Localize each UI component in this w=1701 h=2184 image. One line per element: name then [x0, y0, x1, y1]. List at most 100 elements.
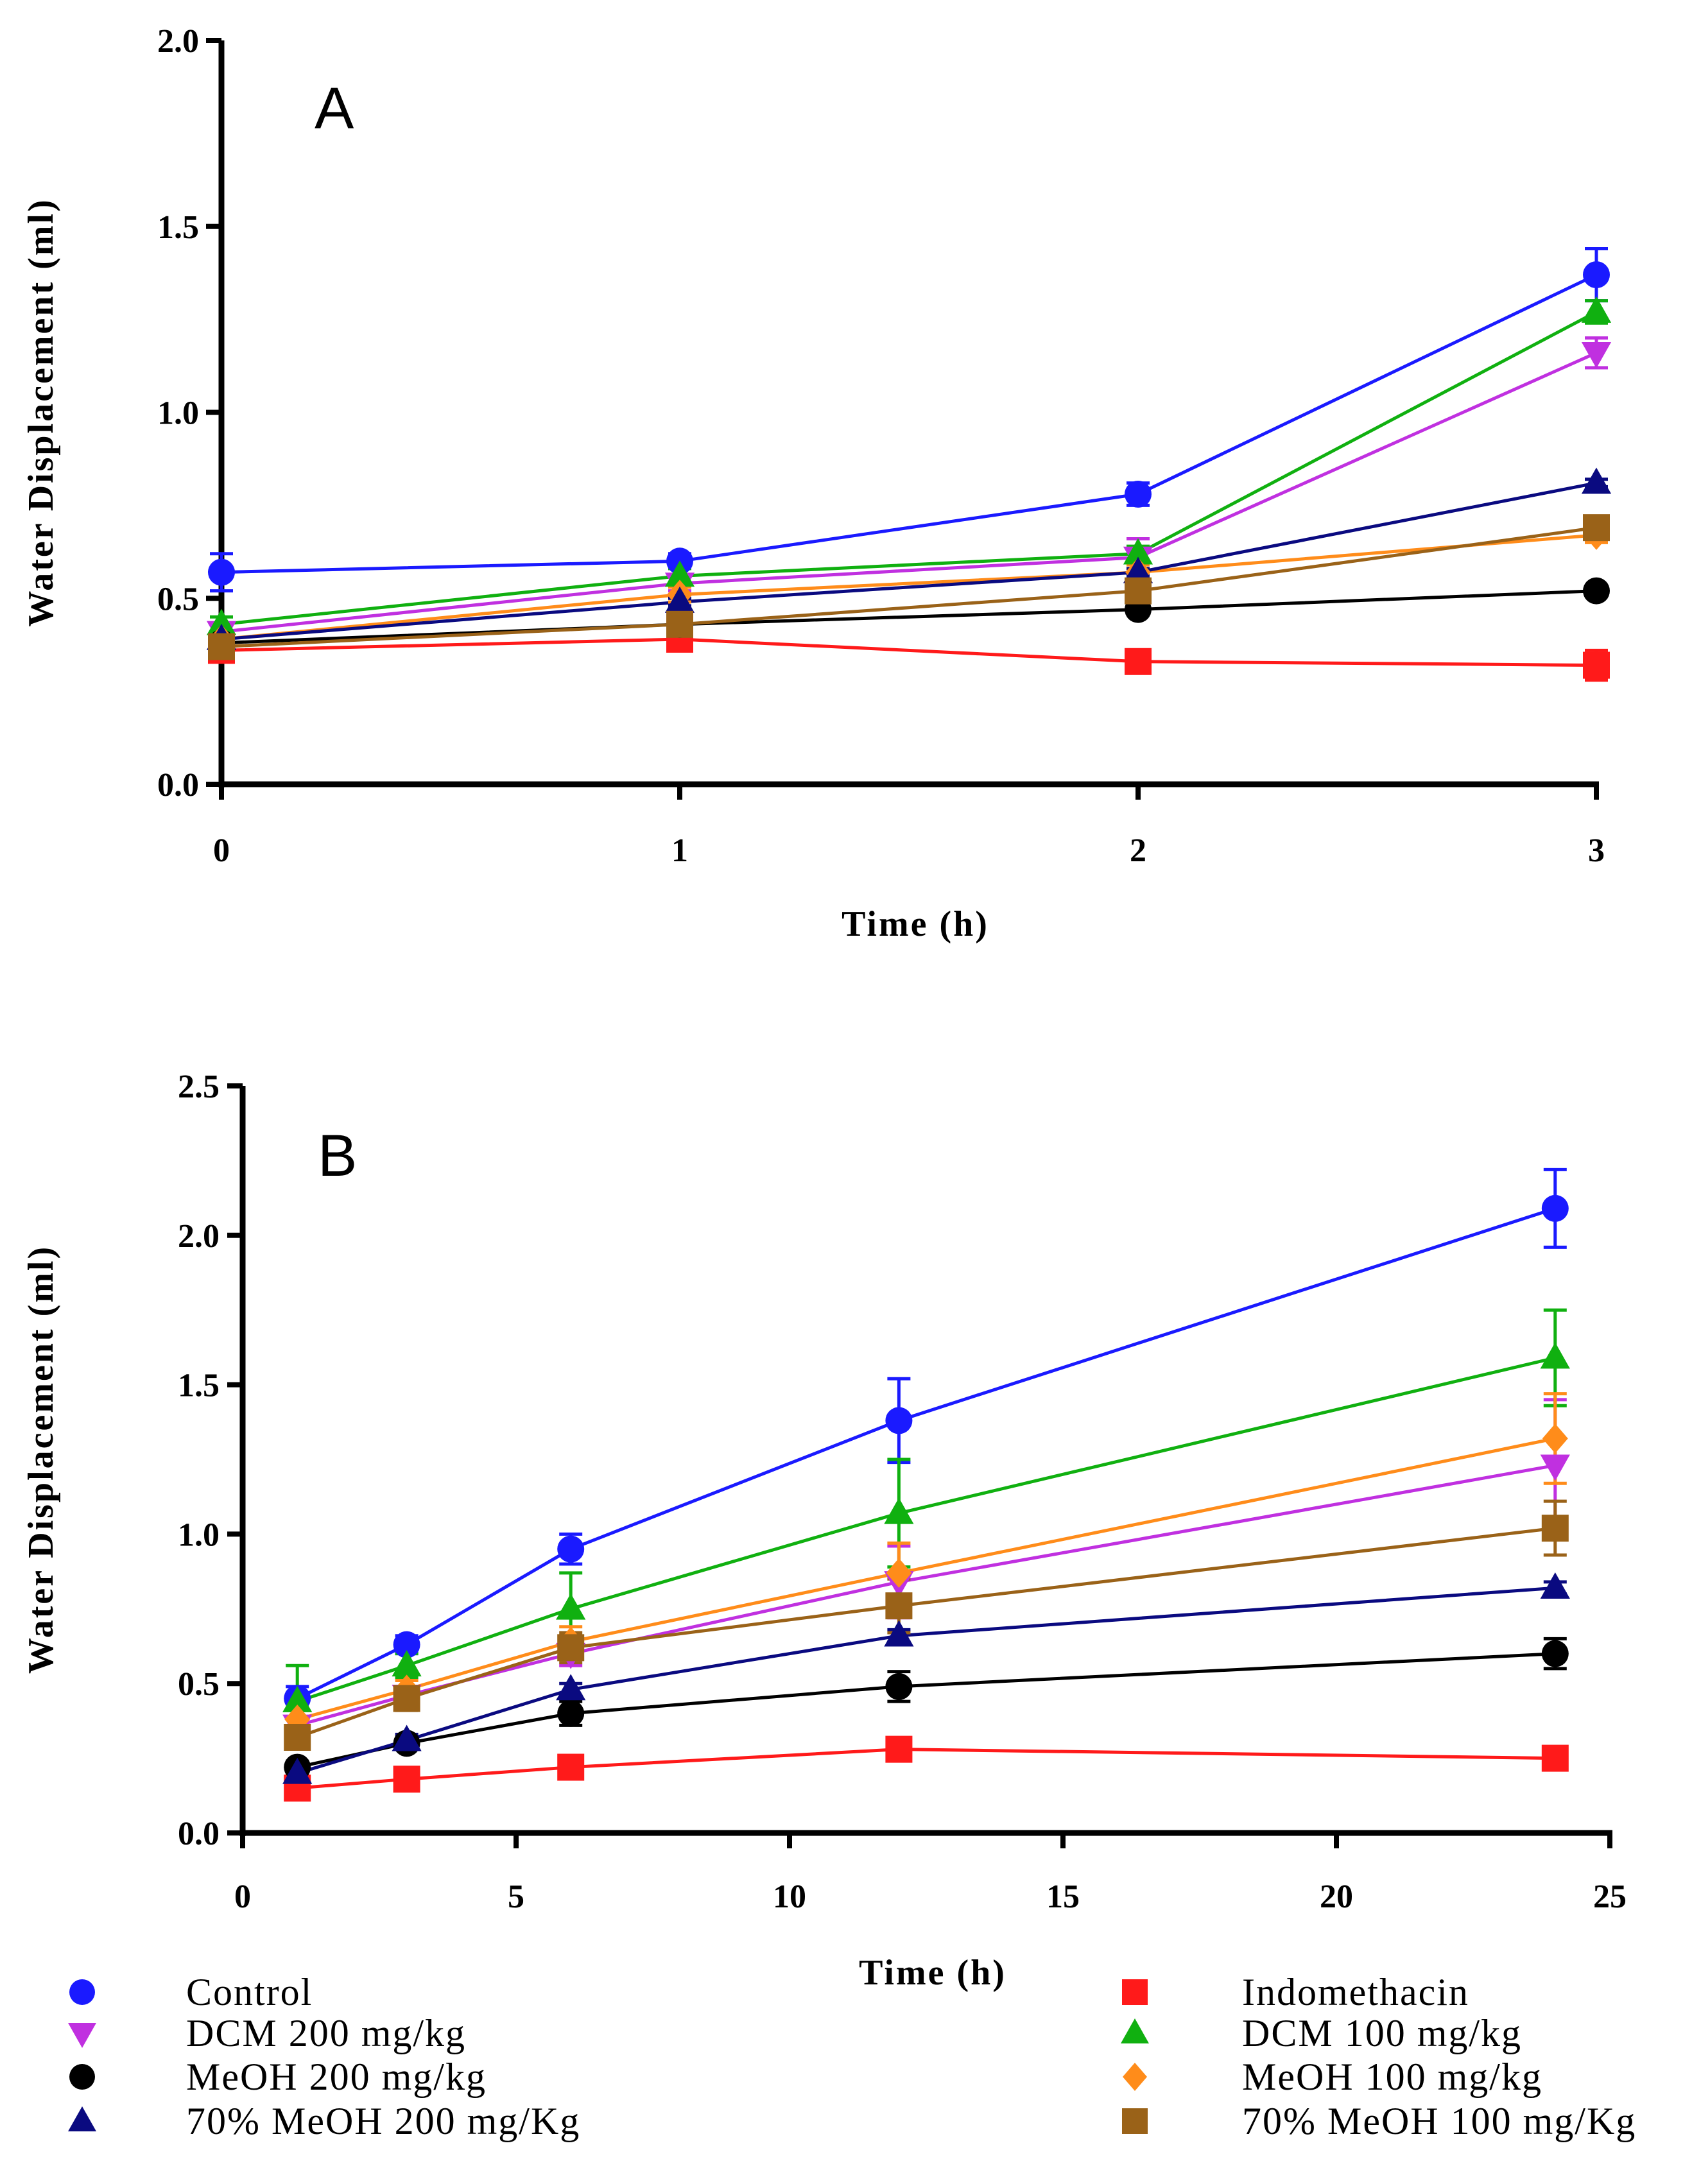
panel-b-point-70pct-meoh-200-mg-kg [556, 1674, 586, 1701]
panel-a-y-axis-title: Water Displacement (ml) [21, 198, 61, 626]
legend-label: MeOH 100 mg/kg [1242, 2056, 1542, 2098]
panel-b-point-meoh-100-mg-kg [886, 1558, 912, 1588]
legend-label: DCM 200 mg/kg [186, 2012, 466, 2054]
panel-a-line-dcm-100-mg-kg [221, 310, 1598, 626]
panel-b-point-70pct-meoh-100-mg-kg [1541, 1515, 1569, 1542]
legend-marker-meoh-100-mg-kg [1123, 2063, 1147, 2091]
panel-a-letter: A [315, 76, 354, 141]
panel-a-line-70pct-meoh-100-mg-kg [221, 526, 1597, 649]
legend-marker-dcm-100-mg-kg [1121, 2018, 1149, 2043]
legend-item-meoh-200-mg-kg: MeOH 200 mg/kg [69, 2056, 487, 2098]
panel-b-point-control [1541, 1194, 1569, 1222]
legend-item-dcm-100-mg-kg: DCM 100 mg/kg [1121, 2012, 1522, 2054]
legend-item-indomethacin: Indomethacin [1122, 1971, 1469, 2013]
panel-b-x-tick-label: 10 [773, 1879, 806, 1915]
legend-label: Indomethacin [1242, 1971, 1469, 2013]
panel-a-point-70pct-meoh-200-mg-kg [1581, 467, 1612, 494]
panel-b-line-control [297, 1207, 1556, 1700]
panel-a-point-dcm-100-mg-kg [1581, 296, 1612, 323]
panel-a-point-dcm-100-mg-kg [1123, 538, 1153, 565]
panel-a-line-meoh-100-mg-kg [221, 533, 1597, 641]
panel-a-point-indomethacin [1125, 648, 1152, 675]
panel-a-y-tick-label: 1.5 [157, 209, 199, 246]
panel-a-y-tick-label: 0.0 [157, 767, 199, 804]
panel-b-point-70pct-meoh-100-mg-kg [557, 1634, 585, 1662]
panel-b-point-dcm-100-mg-kg [884, 1497, 914, 1524]
panel-a-x-axis-title: Time (h) [842, 904, 989, 944]
panel-a-y-tick-label: 1.0 [157, 395, 199, 432]
panel-a-y-tick-label: 0.5 [157, 581, 199, 617]
panel-a-point-dcm-100-mg-kg [206, 608, 237, 635]
panel-b-point-70pct-meoh-100-mg-kg [284, 1724, 311, 1751]
panel-b-point-dcm-100-mg-kg [556, 1593, 586, 1620]
panel-a-x-tick-label: 2 [1130, 832, 1146, 869]
panel-a-point-meoh-200-mg-kg [1583, 577, 1610, 605]
legend: Control Indomethacin DCM 200 mg/kg DCM 100 … [68, 1971, 1636, 2142]
legend-marker-70pct-meoh-100-mg-kg [1122, 2108, 1148, 2134]
panel-b-letter: B [318, 1123, 357, 1189]
panel-b-point-70pct-meoh-200-mg-kg [392, 1724, 422, 1751]
legend-label: DCM 100 mg/kg [1242, 2012, 1522, 2054]
panel-b-line-meoh-100-mg-kg [297, 1436, 1556, 1721]
legend-marker-control [69, 1979, 95, 2005]
panel-b-point-70pct-meoh-200-mg-kg [884, 1620, 914, 1647]
panel-b-point-70pct-meoh-200-mg-kg [282, 1757, 313, 1784]
panel-b-point-meoh-200-mg-kg [1541, 1640, 1569, 1667]
panel-a-point-70pct-meoh-200-mg-kg [1123, 556, 1153, 583]
panel-a-series-lines [221, 273, 1598, 667]
panel-a-line-70pct-meoh-200-mg-kg [221, 481, 1597, 641]
legend-label: MeOH 200 mg/kg [186, 2056, 487, 2098]
legend-label: 70% MeOH 100 mg/Kg [1242, 2100, 1636, 2142]
legend-item-70pct-meoh-200-mg-kg: 70% MeOH 200 mg/Kg [68, 2100, 580, 2142]
panel-a-point-70pct-meoh-100-mg-kg [666, 610, 693, 638]
panel-a-point-dcm-100-mg-kg [664, 560, 695, 587]
panel-a-x-tick-label: 3 [1588, 832, 1605, 869]
panel-b-x-tick-label: 25 [1593, 1879, 1627, 1915]
panel-b-x-tick-label: 0 [234, 1879, 251, 1915]
panel-b-y-tick-label: 1.5 [178, 1368, 220, 1404]
panel-b-point-indomethacin [557, 1753, 585, 1781]
panel-b-x-tick-label: 15 [1046, 1879, 1080, 1915]
panel-b-point-indomethacin [393, 1766, 420, 1793]
panel-b-x-tick-label: 20 [1320, 1879, 1353, 1915]
panel-a-point-70pct-meoh-100-mg-kg [208, 633, 235, 660]
panel-a-x-tick-label: 0 [213, 832, 230, 869]
panel-a-point-70pct-meoh-100-mg-kg [1583, 514, 1610, 542]
panel-b-x-tick-label: 5 [508, 1879, 524, 1915]
panel-b-y-tick-label: 2.5 [178, 1069, 220, 1105]
panel-b-point-dcm-200-mg-kg [1540, 1454, 1570, 1481]
panel-b-point-control [393, 1631, 420, 1658]
panel-b-x-axis-title: Time (h) [859, 1953, 1006, 1993]
panel-a-point-control [1583, 261, 1610, 289]
panel-a-line-dcm-200-mg-kg [221, 351, 1598, 633]
panel-b-point-meoh-200-mg-kg [557, 1699, 585, 1727]
panel-a-y-tick-label: 2.0 [157, 23, 199, 60]
panel-b-point-70pct-meoh-200-mg-kg [1540, 1572, 1570, 1599]
panel-a-point-control [208, 558, 235, 586]
panel-b-point-control [557, 1535, 585, 1563]
panel-b-markers [282, 1194, 1570, 1802]
panel-b-point-70pct-meoh-100-mg-kg [885, 1592, 913, 1620]
panel-b-point-dcm-100-mg-kg [1540, 1342, 1570, 1369]
panel-b-y-axis-title: Water Displacement (ml) [21, 1245, 61, 1674]
panel-b-y-tick-label: 1.0 [178, 1517, 220, 1553]
panel-b-chart: 0.0 0.5 1.0 1.5 2.0 2.5 0 5 10 15 20 25 Time (h) Wate… [21, 1069, 1627, 1993]
legend-item-control: Control [69, 1971, 313, 2013]
panel-b-point-indomethacin [885, 1735, 913, 1763]
panel-b-series-lines [297, 1207, 1556, 1790]
legend-marker-meoh-200-mg-kg [69, 2064, 95, 2090]
panel-b-point-70pct-meoh-100-mg-kg [393, 1685, 420, 1712]
legend-label: 70% MeOH 200 mg/Kg [186, 2100, 580, 2142]
panel-a-line-indomethacin [221, 637, 1597, 667]
panel-b-point-meoh-100-mg-kg [1542, 1423, 1568, 1454]
panel-a-point-70pct-meoh-200-mg-kg [664, 586, 695, 613]
panel-b-point-dcm-100-mg-kg [392, 1650, 422, 1677]
legend-marker-indomethacin [1122, 1979, 1148, 2005]
legend-label: Control [186, 1971, 313, 2013]
panel-b-y-tick-label: 0.5 [178, 1666, 220, 1703]
panel-a-line-meoh-200-mg-kg [221, 589, 1597, 645]
panel-a-x-tick-label: 1 [671, 832, 688, 869]
panel-a-line-control [221, 273, 1598, 574]
panel-b-point-indomethacin [1541, 1744, 1569, 1772]
panel-b-point-meoh-200-mg-kg [885, 1672, 913, 1700]
